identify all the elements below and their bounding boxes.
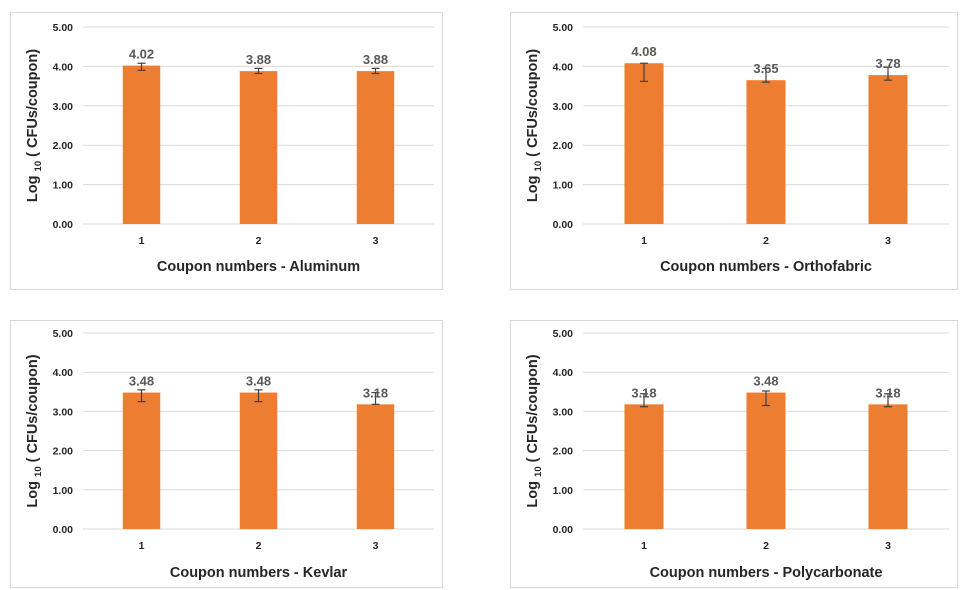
y-tick-label: 3.00 <box>53 406 74 418</box>
x-tick-label: 1 <box>641 540 647 552</box>
data-label: 3.48 <box>129 374 154 389</box>
x-tick-label: 2 <box>256 235 262 247</box>
y-axis-title: Log 10 ( CFUs/coupon) <box>25 354 44 507</box>
bar <box>624 404 664 529</box>
y-axis-title-rest: ( CFUs/coupon) <box>25 49 41 161</box>
y-axis-title: Log 10 ( CFUs/coupon) <box>525 49 544 202</box>
y-axis-title: Log 10 ( CFUs/coupon) <box>525 354 544 507</box>
x-axis-title: Coupon numbers - Orthofabric <box>660 259 872 275</box>
y-tick-label: 3.00 <box>553 406 574 418</box>
data-label: 3.65 <box>753 61 778 76</box>
y-axis-title-main: Log <box>25 477 41 508</box>
chart-panel-kevlar: 0.00 1.00 2.00 3.00 4.00 5.00 3.48 1 3.48 2 3.18 3 C… <box>10 320 443 588</box>
y-tick-label: 1.00 <box>553 180 574 192</box>
chart-panel-aluminum: 0.00 1.00 2.00 3.00 4.00 5.00 4.02 1 3.88 2 3.88 3 C… <box>10 12 443 290</box>
data-label: 4.08 <box>631 44 656 59</box>
chart-svg-polycarbonate: 0.00 1.00 2.00 3.00 4.00 5.00 3.18 1 3.48 2 3.18 3 C… <box>525 328 949 581</box>
data-label: 3.88 <box>363 52 388 67</box>
y-axis-title-main: Log <box>25 171 41 202</box>
data-label: 3.78 <box>875 56 900 71</box>
y-tick-label: 0.00 <box>553 219 574 231</box>
x-axis-title: Coupon numbers - Aluminum <box>157 259 360 275</box>
x-tick-label: 3 <box>373 540 379 552</box>
bar <box>356 71 395 225</box>
y-tick-label: 5.00 <box>53 328 74 340</box>
y-axis-title-rest: ( CFUs/coupon) <box>525 354 541 466</box>
y-tick-label: 2.00 <box>553 446 574 458</box>
x-tick-label: 2 <box>763 540 769 552</box>
bar <box>239 392 278 529</box>
chart-panel-polycarbonate: 0.00 1.00 2.00 3.00 4.00 5.00 3.18 1 3.48 2 3.18 3 C… <box>510 320 958 588</box>
x-tick-label: 3 <box>885 235 891 247</box>
x-tick-label: 3 <box>885 540 891 552</box>
data-label: 3.88 <box>246 52 271 67</box>
y-tick-label: 3.00 <box>553 101 574 113</box>
x-axis-title: Coupon numbers - Kevlar <box>170 565 348 581</box>
y-tick-label: 1.00 <box>553 485 574 497</box>
y-axis-title-main: Log <box>525 477 541 508</box>
bar <box>624 63 664 224</box>
bar <box>239 71 278 225</box>
y-axis-title-subscript: 10 <box>533 466 544 477</box>
y-tick-label: 2.00 <box>553 140 574 152</box>
y-axis-title: Log 10 ( CFUs/coupon) <box>25 49 44 202</box>
bar <box>356 404 395 529</box>
bar <box>868 75 908 225</box>
y-axis-title-subscript: 10 <box>33 161 44 172</box>
chart-panel-orthofabric: 0.00 1.00 2.00 3.00 4.00 5.00 4.08 1 3.65 2 3.78 3 C… <box>510 12 958 290</box>
chart-svg-aluminum: 0.00 1.00 2.00 3.00 4.00 5.00 4.02 1 3.88 2 3.88 3 C… <box>25 22 434 275</box>
y-tick-label: 4.00 <box>53 61 74 73</box>
y-tick-label: 4.00 <box>553 61 574 73</box>
bar <box>868 404 908 529</box>
chart-svg-kevlar: 0.00 1.00 2.00 3.00 4.00 5.00 3.48 1 3.48 2 3.18 3 C… <box>25 328 434 581</box>
y-axis-title-rest: ( CFUs/coupon) <box>25 354 41 466</box>
y-tick-label: 3.00 <box>53 101 74 113</box>
x-axis-title: Coupon numbers - Polycarbonate <box>650 565 883 581</box>
x-tick-label: 2 <box>763 235 769 247</box>
y-tick-label: 0.00 <box>53 219 74 231</box>
data-label: 4.02 <box>129 47 154 62</box>
data-label: 3.48 <box>753 374 778 389</box>
x-tick-label: 1 <box>139 235 145 247</box>
y-tick-label: 2.00 <box>53 140 74 152</box>
x-tick-label: 1 <box>641 235 647 247</box>
y-tick-label: 1.00 <box>53 485 74 497</box>
data-label: 3.18 <box>631 385 656 400</box>
y-tick-label: 1.00 <box>53 180 74 192</box>
y-tick-label: 0.00 <box>553 524 574 536</box>
chart-svg-orthofabric: 0.00 1.00 2.00 3.00 4.00 5.00 4.08 1 3.65 2 3.78 3 C… <box>525 22 949 275</box>
data-label: 3.18 <box>875 385 900 400</box>
y-tick-label: 5.00 <box>553 328 574 340</box>
x-tick-label: 1 <box>139 540 145 552</box>
y-tick-label: 0.00 <box>53 524 74 536</box>
y-axis-title-rest: ( CFUs/coupon) <box>525 49 541 161</box>
y-tick-label: 2.00 <box>53 446 74 458</box>
bar <box>746 392 786 529</box>
x-tick-label: 2 <box>256 540 262 552</box>
bar <box>122 392 161 529</box>
bar <box>122 65 161 224</box>
data-label: 3.48 <box>246 374 271 389</box>
y-tick-label: 5.00 <box>53 22 74 34</box>
y-tick-label: 4.00 <box>553 367 574 379</box>
bar <box>746 80 786 224</box>
y-tick-label: 5.00 <box>553 22 574 34</box>
x-tick-label: 3 <box>373 235 379 247</box>
data-label: 3.18 <box>363 385 388 400</box>
y-axis-title-subscript: 10 <box>533 161 544 172</box>
y-axis-title-subscript: 10 <box>33 466 44 477</box>
y-axis-title-main: Log <box>525 171 541 202</box>
y-tick-label: 4.00 <box>53 367 74 379</box>
